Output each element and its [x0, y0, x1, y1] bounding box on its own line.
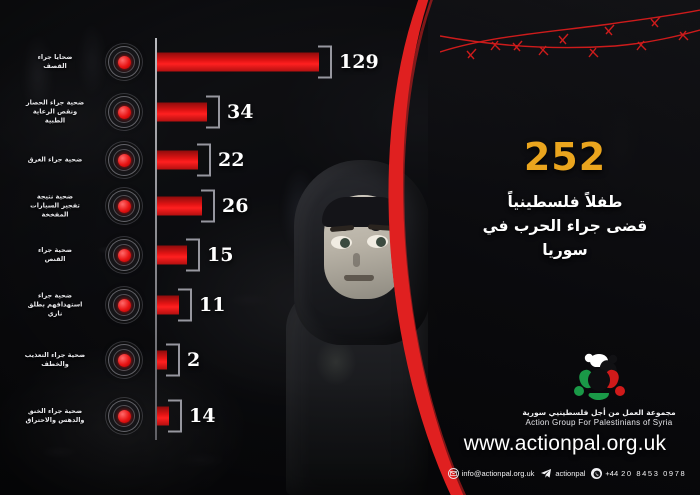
bullet-target-icon: [108, 344, 140, 376]
bullet-center-dot: [117, 105, 131, 119]
chart-row-label: ضحية جراء الغرق: [27, 155, 83, 164]
chart-bar-value: 14: [189, 405, 216, 427]
contact-phone[interactable]: +44 20 8453 0978: [591, 468, 686, 479]
website-url[interactable]: www.actionpal.org.uk: [463, 432, 667, 455]
chart-bar-bracket: [318, 45, 332, 79]
chart-row-label: ضحية نتيجة تفجير السيارات المفخخة: [30, 192, 80, 219]
org-name-arabic: مجموعة العمل من أجل فلسطينيي سورية: [522, 408, 676, 417]
chart-bar: [157, 350, 167, 370]
victims-bar-chart: ضحايا جراء القصف 129 ضحية جراء الحصار ونقص ا…: [0, 38, 400, 440]
chart-bar: [157, 406, 169, 426]
bullet-target-icon: [108, 96, 140, 128]
chart-bar: [157, 295, 179, 315]
bullet-center-dot: [117, 409, 131, 423]
email-icon: [447, 468, 459, 479]
contact-bar: info@actionpal.org.uk actionpal +44 20 8…: [438, 468, 696, 479]
total-victims-number: 252: [523, 135, 607, 179]
chart-bar: [157, 196, 202, 216]
phone-code: +44: [605, 469, 619, 478]
chart-row-label: ضحايا جراء القصف: [37, 53, 73, 70]
chart-axis-line: [155, 38, 157, 440]
chart-row-label: ضحية جراء التعذيب والخطف: [24, 351, 86, 368]
bullet-target-icon: [108, 190, 140, 222]
chart-row: ضحية جراء الحصار ونقص الرعاية الطبية 34: [0, 88, 400, 136]
bullet-center-dot: [117, 55, 131, 69]
chart-row: ضحية جراء الغرق 22: [0, 136, 400, 184]
bullet-center-dot: [117, 199, 131, 213]
contact-telegram[interactable]: actionpal: [540, 468, 585, 479]
chart-bar-bracket: [197, 143, 211, 177]
chart-row-label: ضحية جراء الحصار ونقص الرعاية الطبية: [25, 98, 85, 125]
bullet-target-icon: [108, 400, 140, 432]
chart-row: ضحية جراء التعذيب والخطف 2: [0, 336, 400, 384]
bullet-target-icon: [108, 46, 140, 78]
chart-row: ضحية جراء القنص 15: [0, 231, 400, 279]
contact-email[interactable]: info@actionpal.org.uk: [447, 468, 535, 479]
chart-bar-bracket: [168, 399, 182, 433]
bullet-center-dot: [117, 353, 131, 367]
email-text: info@actionpal.org.uk: [461, 469, 535, 478]
chart-row: ضحية نتيجة تفجير السيارات المفخخة 26: [0, 182, 400, 230]
chart-bar-bracket: [186, 238, 200, 272]
chart-bar: [157, 245, 187, 265]
chart-bar-value: 129: [339, 51, 379, 73]
chart-bar-bracket: [178, 288, 192, 322]
chart-bar-bracket: [166, 343, 180, 377]
chart-bar-value: 15: [207, 244, 234, 266]
chart-bar: [157, 102, 207, 122]
chart-row-label: ضحية جراء الخنق والدهس والاحتراق: [25, 407, 85, 424]
chart-row: ضحية جراء استهدافهم بطلق ناري 11: [0, 281, 400, 329]
chart-row: ضحية جراء الخنق والدهس والاحتراق 14: [0, 392, 400, 440]
chart-bar: [157, 52, 319, 72]
headline-text: طفلاً فلسطينياً قضى جراء الحرب في سوريا: [482, 193, 648, 259]
actionpal-logo-icon: [574, 353, 625, 401]
org-name-english: Action Group For Palestinians of Syria: [525, 418, 673, 427]
chart-row: ضحايا جراء القصف 129: [0, 38, 400, 86]
chart-row-label: ضحية جراء القنص: [37, 246, 73, 263]
whatsapp-icon: [591, 468, 603, 479]
telegram-icon: [541, 469, 552, 478]
chart-bar-value: 22: [218, 149, 245, 171]
chart-row-label: ضحية جراء استهدافهم بطلق ناري: [27, 291, 83, 318]
bullet-target-icon: [108, 289, 140, 321]
barbed-wire-icon: [440, 9, 700, 60]
chart-bar-value: 2: [187, 349, 201, 371]
chart-bar-bracket: [201, 189, 215, 223]
chart-bar-value: 11: [199, 294, 226, 316]
organization-branding: مجموعة العمل من أجل فلسطينيي سورية Actio…: [498, 350, 700, 427]
chart-bar: [157, 150, 198, 170]
telegram-handle: actionpal: [555, 469, 586, 478]
chart-bar-bracket: [206, 95, 220, 129]
bullet-center-dot: [117, 298, 131, 312]
bullet-target-icon: [108, 144, 140, 176]
bullet-center-dot: [117, 248, 131, 262]
chart-bar-value: 34: [227, 101, 254, 123]
phone-number: 20 8453 0978: [621, 469, 687, 478]
chart-bar-value: 26: [222, 195, 249, 217]
right-panel-background: [428, 0, 700, 495]
bullet-target-icon: [108, 239, 140, 271]
bullet-center-dot: [117, 153, 131, 167]
